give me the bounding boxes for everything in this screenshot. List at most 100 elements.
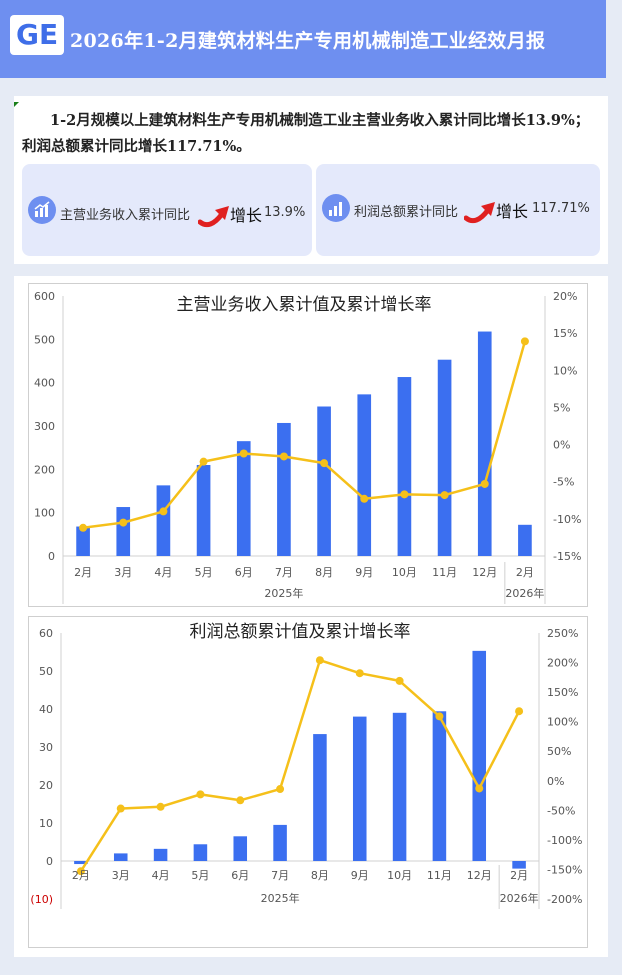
profit-chart: 利润总额累计值及累计增长率 (10) 0 10 20 30 40 50 60 -200% -150%… bbox=[30, 622, 582, 909]
revenue-chart-growth-point bbox=[79, 523, 88, 532]
revenue-chart-bar bbox=[518, 524, 532, 556]
profit-chart-bar bbox=[74, 861, 88, 865]
revenue-chart-category-label: 11月 bbox=[432, 566, 457, 579]
profit-chart-right-tick: 0% bbox=[547, 775, 564, 788]
revenue-chart-frame: 主营业务收入累计值及累计增长率 0 100 200 300 400 500 600 -15% -1… bbox=[28, 283, 588, 607]
revenue-chart-growth-point bbox=[320, 459, 329, 468]
profit-chart-category-label: 10月 bbox=[387, 869, 412, 882]
profit-chart-growth-point bbox=[315, 656, 324, 665]
red-up-arrow-icon bbox=[198, 206, 229, 228]
summary-card: 1-2月规模以上建筑材料生产专用机械制造工业主营业务收入累计同比增长13.9%；… bbox=[14, 96, 608, 264]
revenue-chart-right-tick: 10% bbox=[553, 364, 577, 377]
revenue-chart-growth-point bbox=[119, 518, 128, 527]
profit-chart-right-tick: -200% bbox=[547, 893, 582, 906]
revenue-chart-bar bbox=[76, 526, 90, 556]
profit-chart-category-label: 2月 bbox=[510, 869, 528, 882]
revenue-chart-group-label: 2026年 bbox=[505, 586, 544, 600]
revenue-chart-growth-line bbox=[82, 340, 527, 530]
revenue-chart-growth-point bbox=[520, 337, 529, 346]
profit-chart-frame: 利润总额累计值及累计增长率 (10) 0 10 20 30 40 50 60 -200% -150%… bbox=[28, 616, 588, 948]
revenue-chart-bar bbox=[236, 441, 251, 556]
revenue-chart-growth-point bbox=[239, 449, 248, 458]
revenue-chart: 主营业务收入累计值及累计增长率 0 100 200 300 400 500 600 -15% -1… bbox=[34, 290, 581, 604]
profit-chart-right-tick: -50% bbox=[547, 804, 575, 817]
revenue-chart-growth-point bbox=[400, 490, 409, 499]
profit-chart-category-label: 5月 bbox=[191, 869, 209, 882]
revenue-chart-category-label: 12月 bbox=[472, 566, 497, 579]
profit-chart-bar bbox=[313, 734, 327, 861]
profit-chart-left-tick: 30 bbox=[39, 741, 53, 754]
profit-chart-right-tick: 200% bbox=[547, 657, 578, 670]
revenue-chart-growth-point bbox=[480, 479, 489, 488]
revenue-chart-right-tick: 15% bbox=[553, 327, 577, 340]
revenue-chart-bar bbox=[397, 377, 412, 556]
people-chart-icon bbox=[28, 196, 56, 224]
revenue-chart-left-tick: 200 bbox=[34, 463, 55, 476]
profit-chart-growth-point bbox=[355, 669, 364, 678]
logo-text: GE bbox=[16, 18, 59, 51]
profit-chart-category-label: 9月 bbox=[351, 869, 369, 882]
revenue-chart-growth-point bbox=[159, 507, 168, 516]
bar-chart-icon bbox=[322, 194, 350, 222]
profit-chart-bar bbox=[472, 650, 487, 861]
profit-chart-left-tick: 10 bbox=[39, 817, 53, 830]
profit-chart-growth-point bbox=[395, 676, 404, 685]
revenue-chart-category-label: 4月 bbox=[154, 566, 172, 579]
revenue-chart-left-tick: 600 bbox=[34, 290, 55, 303]
profit-chart-group-label: 2026年 bbox=[500, 891, 539, 905]
revenue-chart-growth-point bbox=[440, 491, 449, 500]
profit-chart-left-tick: 60 bbox=[39, 627, 53, 640]
profit-chart-bar bbox=[153, 848, 168, 861]
profit-chart-right-tick: 100% bbox=[547, 716, 578, 729]
profit-chart-growth-point bbox=[435, 712, 444, 721]
profit-chart-right-tick: 50% bbox=[547, 745, 571, 758]
revenue-chart-right-tick: -10% bbox=[553, 513, 581, 526]
corner-marker bbox=[14, 102, 19, 107]
revenue-chart-group-label: 2025年 bbox=[264, 586, 303, 600]
revenue-chart-category-label: 10月 bbox=[392, 566, 417, 579]
revenue-chart-title: 主营业务收入累计值及累计增长率 bbox=[177, 295, 432, 315]
kpi-profit: 利润总额累计同比 增长 117.71% bbox=[316, 164, 600, 256]
revenue-chart-left-tick: 0 bbox=[48, 550, 55, 563]
revenue-chart-category-label: 6月 bbox=[235, 566, 253, 579]
profit-chart-category-label: 6月 bbox=[231, 869, 249, 882]
revenue-chart-bar bbox=[437, 359, 452, 556]
revenue-chart-category-label: 9月 bbox=[355, 566, 373, 579]
revenue-chart-left-tick: 300 bbox=[34, 420, 55, 433]
profit-chart-growth-point bbox=[156, 802, 165, 811]
revenue-chart-left-tick: 100 bbox=[34, 507, 55, 520]
profit-chart-right-tick: 250% bbox=[547, 627, 578, 640]
revenue-chart-right-tick: 20% bbox=[553, 290, 577, 303]
summary-text: 1-2月规模以上建筑材料生产专用机械制造工业主营业务收入累计同比增长13.9%；… bbox=[22, 112, 590, 155]
report-title: 2026年1-2月建筑材料生产专用机械制造工业经效月报 bbox=[70, 30, 546, 52]
profit-chart-bar bbox=[352, 716, 367, 861]
profit-chart-growth-point bbox=[515, 707, 524, 716]
revenue-chart-bar bbox=[277, 422, 291, 556]
revenue-chart-category-label: 7月 bbox=[275, 566, 293, 579]
profit-chart-bar bbox=[233, 836, 248, 861]
profit-chart-growth-point bbox=[276, 785, 285, 794]
profit-chart-left-tick: 40 bbox=[39, 703, 53, 716]
profit-chart-left-tick: 0 bbox=[46, 855, 53, 868]
profit-chart-growth-point bbox=[236, 796, 245, 805]
revenue-chart-right-tick: -5% bbox=[553, 476, 574, 489]
revenue-chart-bar bbox=[357, 394, 372, 556]
profit-chart-bar bbox=[193, 844, 208, 861]
profit-chart-bar bbox=[113, 853, 128, 861]
profit-chart-growth-point bbox=[76, 867, 85, 876]
kpi-revenue-change-word: 增长 bbox=[230, 206, 263, 225]
kpi-profit-change-word: 增长 bbox=[496, 202, 529, 221]
revenue-chart-left-tick: 500 bbox=[34, 333, 55, 346]
profit-chart-right-tick: -150% bbox=[547, 863, 582, 876]
revenue-chart-category-label: 2月 bbox=[516, 566, 534, 579]
profit-chart-category-label: 4月 bbox=[152, 869, 170, 882]
profit-chart-growth-point bbox=[196, 790, 205, 799]
revenue-chart-right-tick: 0% bbox=[553, 439, 570, 452]
kpi-revenue: 主营业务收入累计同比 增长 13.9% bbox=[22, 164, 312, 256]
profit-chart-left-tick: (10) bbox=[30, 893, 53, 906]
revenue-chart-growth-point bbox=[199, 457, 208, 466]
red-up-arrow-icon bbox=[464, 202, 495, 224]
profit-chart-bar bbox=[512, 861, 526, 869]
revenue-chart-right-tick: -15% bbox=[553, 550, 581, 563]
profit-chart-growth-point bbox=[116, 804, 125, 813]
